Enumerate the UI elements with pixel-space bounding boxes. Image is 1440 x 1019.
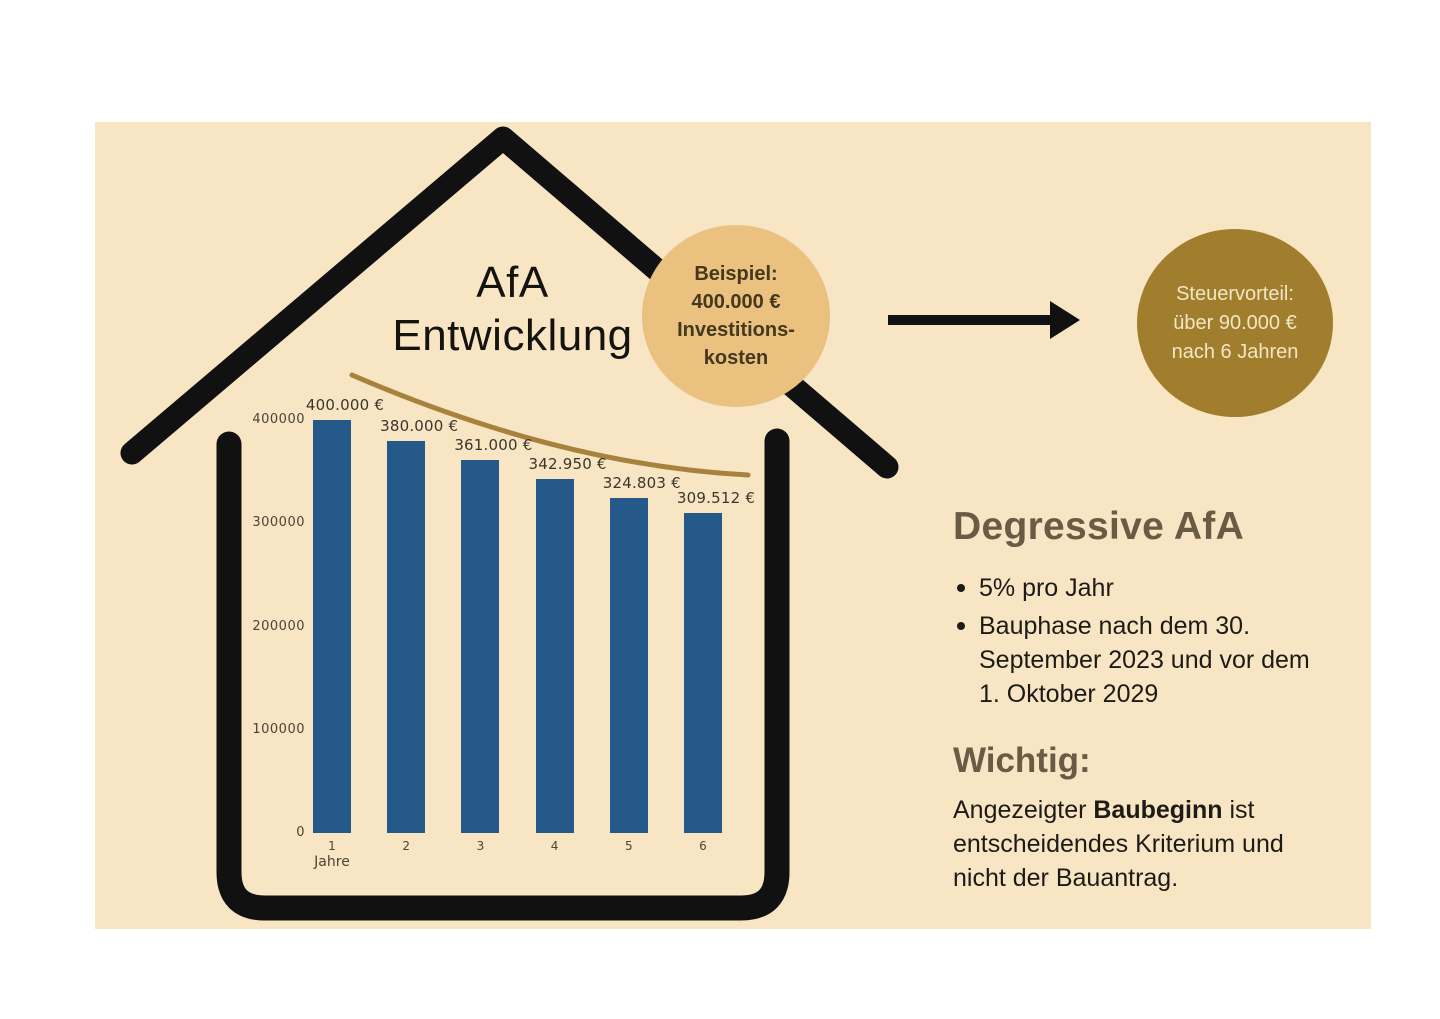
important-paragraph: Angezeigter Baubeginn ist entscheidendes…	[953, 793, 1353, 895]
bar	[461, 460, 500, 833]
bar-value-label: 324.803 €	[602, 474, 681, 492]
bar	[535, 479, 574, 833]
bar-value-label: 361.000 €	[454, 436, 533, 454]
steuervorteil-bubble: Steuervorteil: über 90.000 € nach 6 Jahr…	[1137, 229, 1333, 417]
page-title-line1: AfA	[476, 258, 549, 307]
bullet-dot-icon	[957, 622, 965, 630]
section-heading-degressive-afa: Degressive AfA	[953, 505, 1245, 548]
list-item: 5% pro Jahr	[953, 571, 1353, 605]
section-heading-wichtig: Wichtig:	[953, 741, 1091, 780]
bullet-line: 5% pro Jahr	[979, 574, 1114, 602]
degressive-afa-section: Degressive AfA 5% pro Jahr Bauphase nach…	[953, 505, 1353, 715]
bar	[684, 513, 722, 833]
steuervorteil-line: nach 6 Jahren	[1171, 340, 1299, 363]
beispiel-line: kosten	[703, 347, 769, 369]
y-axis-tick-label: 200000	[252, 618, 305, 634]
y-axis-tick-label: 400000	[252, 412, 305, 427]
y-axis-tick-label: 300000	[252, 515, 305, 531]
bar-value-label: 342.950 €	[528, 455, 607, 473]
bar	[387, 441, 426, 833]
bar-value-label: 309.512 €	[676, 489, 756, 507]
beispiel-line: 400.000 €	[691, 291, 781, 313]
beispiel-bubble: Beispiel: 400.000 € Investitions- kosten	[642, 225, 830, 407]
important-text-pre: Angezeigter	[953, 796, 1094, 824]
beispiel-line: Beispiel:	[694, 263, 778, 285]
x-axis-tick-label: 3	[476, 839, 485, 853]
bullet-text: Bauphase nach dem 30. September 2023 und…	[979, 609, 1310, 711]
important-line: entscheidendes Kriterium und	[953, 830, 1284, 858]
bar-value-label: 400.000 €	[305, 396, 385, 414]
bar	[609, 498, 648, 833]
x-axis-tick-label: 1	[328, 839, 336, 853]
bullet-line: 1. Oktober 2029	[979, 680, 1159, 708]
arrow-right-head	[1050, 301, 1080, 339]
list-item: Bauphase nach dem 30. September 2023 und…	[953, 609, 1353, 711]
x-axis-tick-label: 5	[624, 839, 633, 853]
important-text-post: ist	[1222, 796, 1255, 824]
y-axis-tick-label: 100000	[252, 721, 305, 737]
x-axis-tick-label: 2	[402, 839, 410, 853]
important-line: nicht der Bauantrag.	[953, 864, 1179, 892]
wichtig-section: Wichtig: Angezeigter Baubeginn ist entsc…	[953, 741, 1353, 895]
beispiel-line: Investitions-	[677, 319, 795, 341]
bullet-text: 5% pro Jahr	[979, 571, 1114, 605]
page-title: AfA Entwicklung	[320, 256, 705, 362]
x-axis-label: Jahre	[314, 854, 350, 870]
important-text-bold: Baubeginn	[1093, 796, 1223, 824]
steuervorteil-line: über 90.000 €	[1173, 311, 1297, 334]
important-line: Angezeigter Baubeginn ist	[953, 793, 1353, 827]
steuervorteil-line: Steuervorteil:	[1176, 282, 1294, 305]
bar-value-label: 380.000 €	[380, 417, 459, 435]
bullet-dot-icon	[957, 584, 965, 592]
house-body-icon	[216, 428, 790, 921]
bullet-line: Bauphase nach dem 30.	[979, 612, 1251, 640]
page-title-line2: Entwicklung	[392, 311, 633, 360]
y-axis-tick-label: 0	[296, 825, 305, 840]
bar	[313, 420, 351, 833]
x-axis-tick-label: 4	[550, 839, 559, 853]
decay-trend-curve	[349, 372, 751, 478]
bullet-line: September 2023 und vor dem	[979, 646, 1310, 674]
x-axis-tick-label: 6	[699, 839, 707, 853]
